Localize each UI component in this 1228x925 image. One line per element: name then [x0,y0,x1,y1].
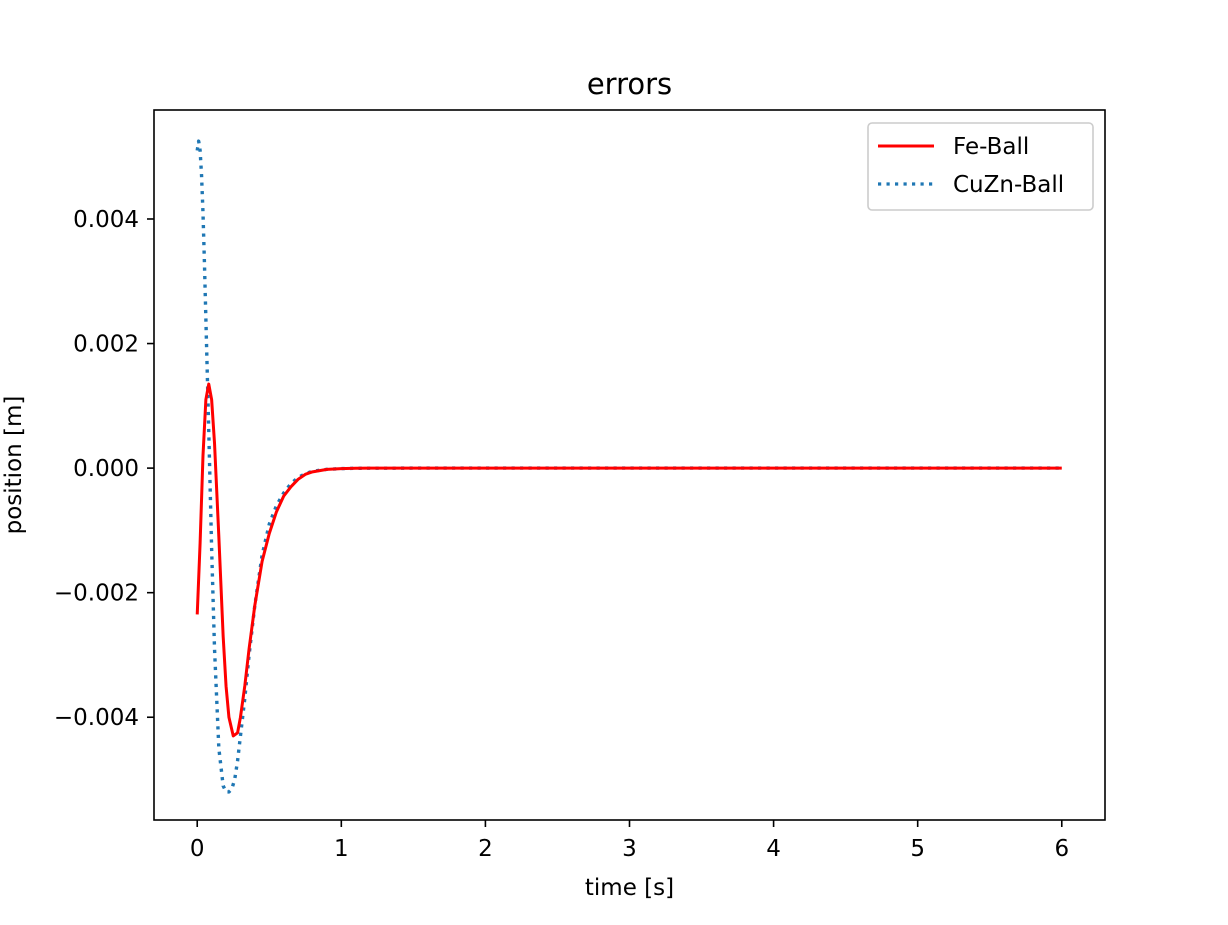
legend-label-cuzn-ball: CuZn-Ball [953,172,1064,198]
y-axis-label: position [m] [1,396,27,535]
x-axis-label: time [s] [585,875,674,901]
y-tick-label: 0.002 [73,332,139,358]
y-tick-label: 0.004 [73,207,139,233]
y-tick-label: −0.004 [54,705,139,731]
chart-title: errors [587,67,672,101]
y-tick-label: −0.002 [54,581,139,607]
legend-label-fe-ball: Fe-Ball [953,134,1029,160]
series-line-fe-ball [195,382,1062,738]
x-tick-label: 2 [478,836,493,862]
x-tick-label: 6 [1054,836,1069,862]
x-tick-label: 1 [334,836,349,862]
x-axis-ticks: 0 1 2 3 4 5 6 [190,820,1069,862]
x-tick-label: 0 [190,836,205,862]
x-tick-label: 4 [766,836,781,862]
y-tick-label: 0.000 [73,456,139,482]
x-tick-label: 3 [622,836,637,862]
x-tick-label: 5 [910,836,925,862]
series-layer [195,139,1062,794]
legend: Fe-Ball CuZn-Ball [867,122,1094,211]
y-axis-ticks: −0.004 −0.002 0.000 0.002 0.004 [54,207,154,731]
